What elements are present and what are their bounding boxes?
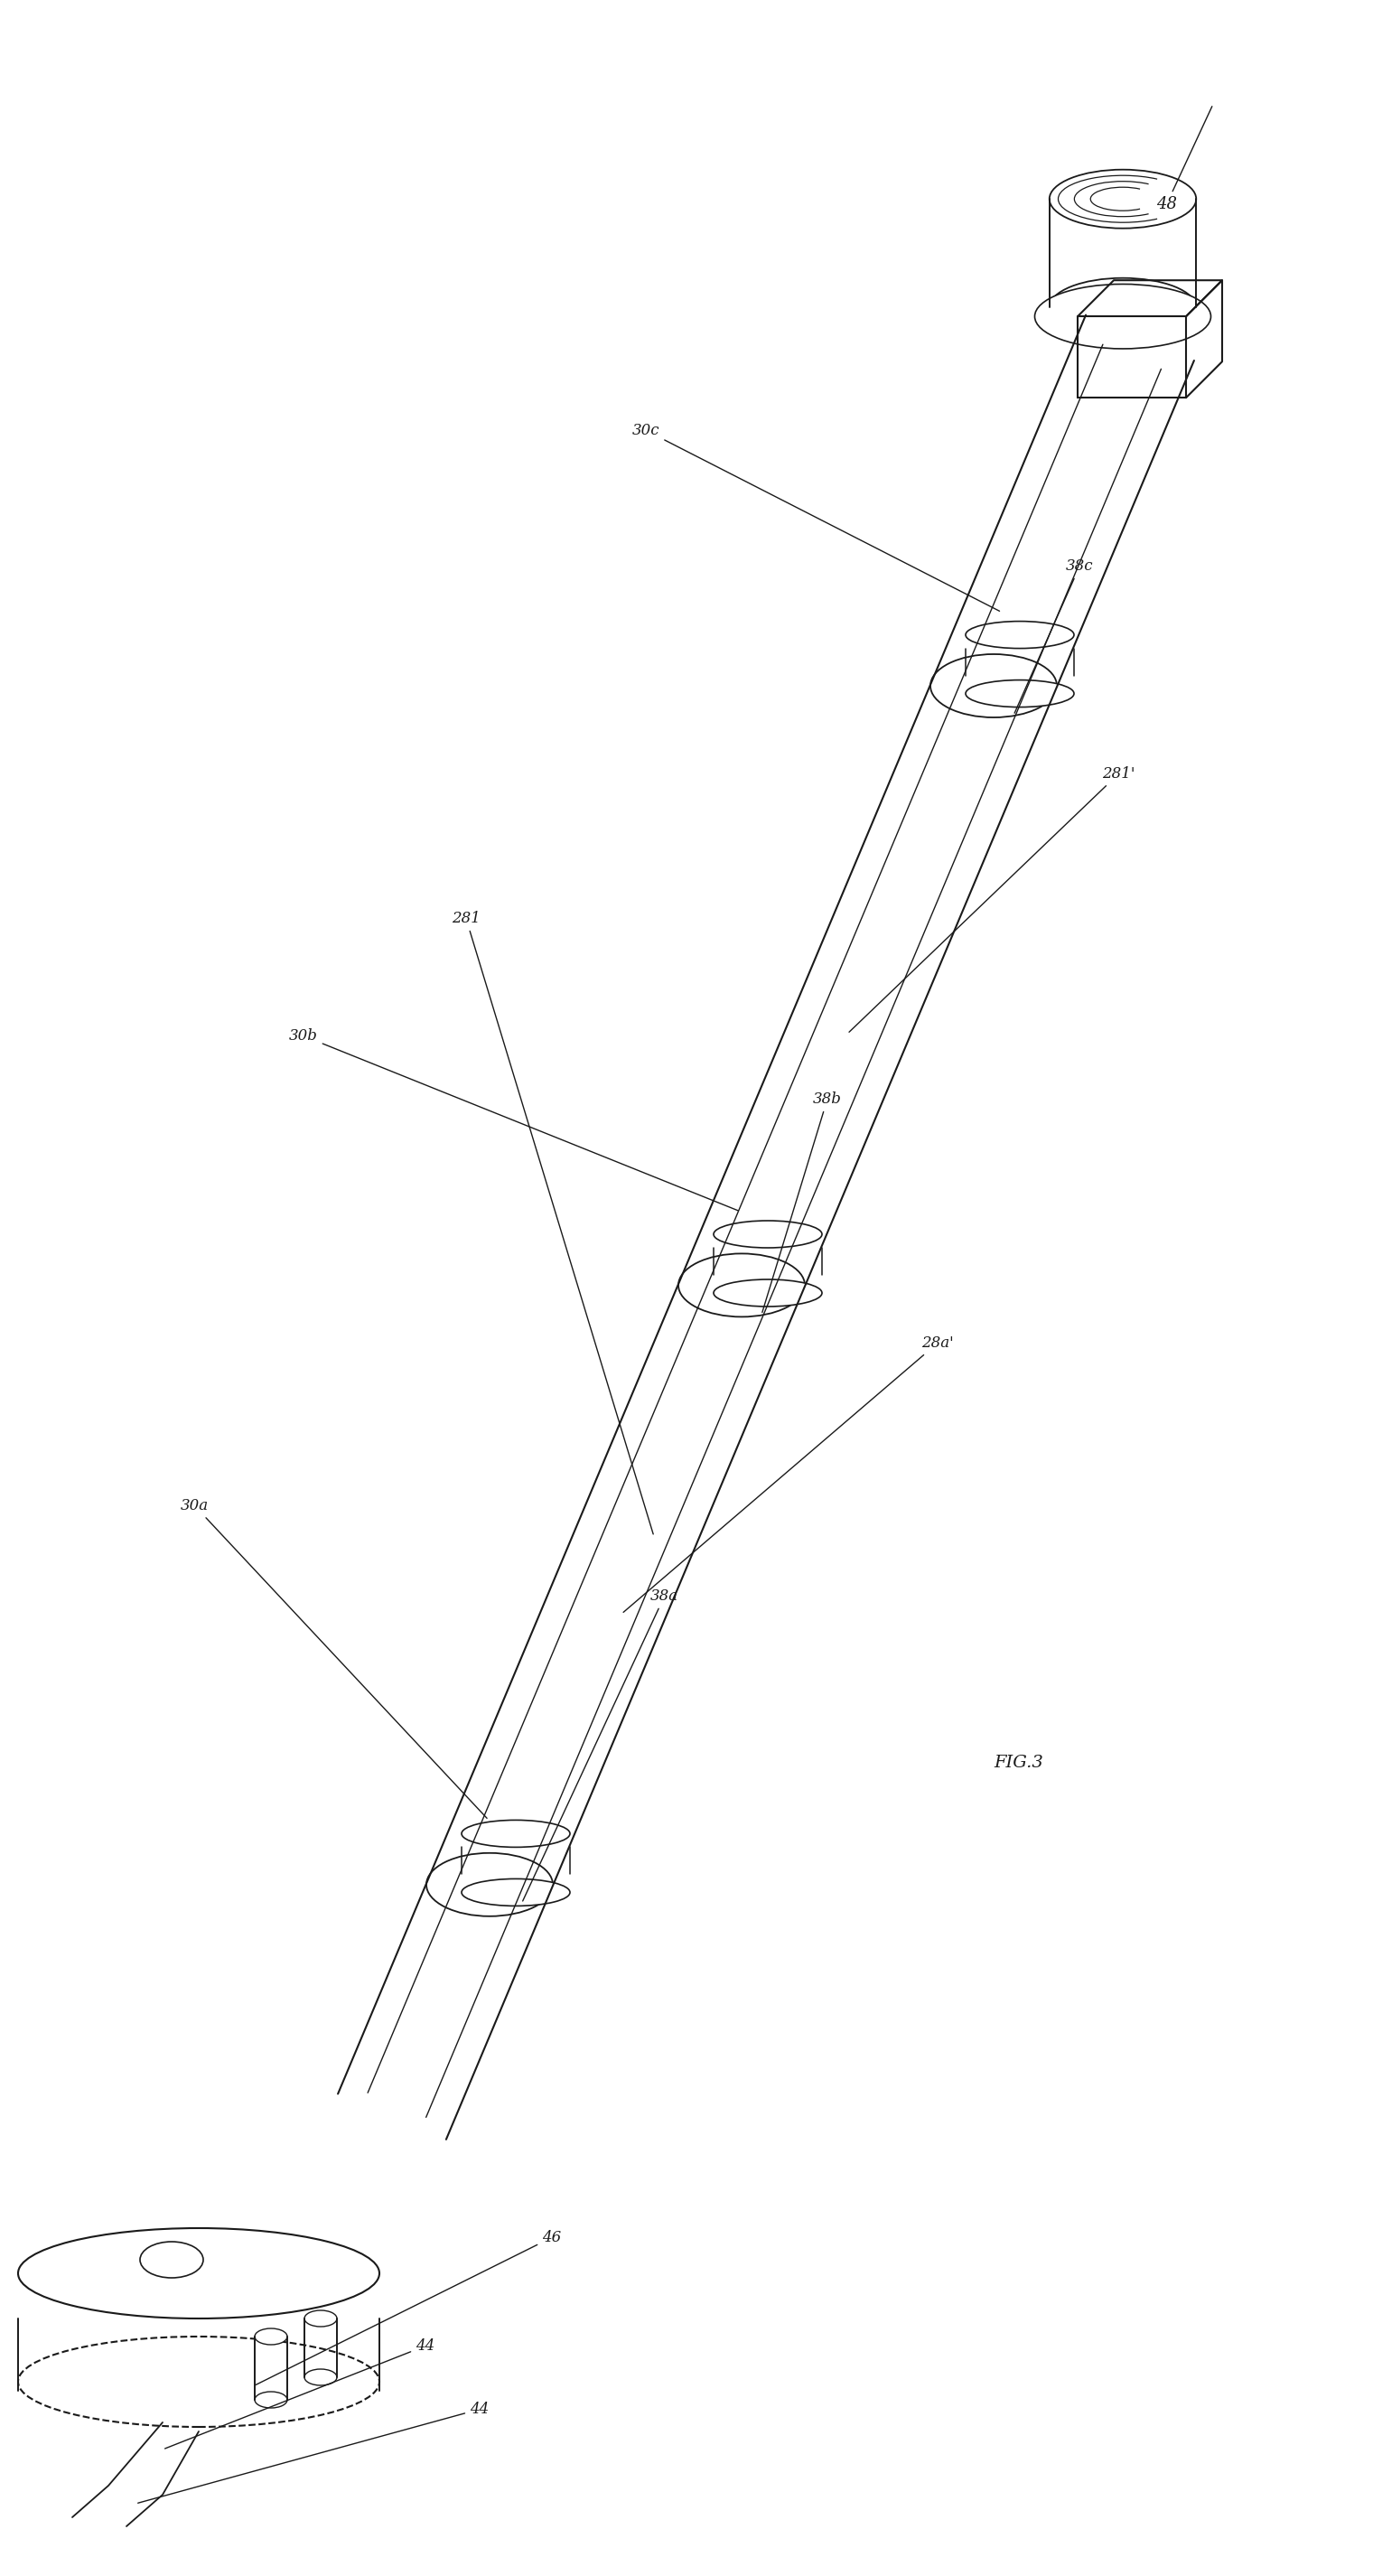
Ellipse shape	[427, 1852, 553, 1917]
Ellipse shape	[678, 1255, 805, 1316]
Text: 44: 44	[137, 2401, 489, 2504]
Ellipse shape	[965, 621, 1074, 649]
Text: 30b: 30b	[290, 1028, 739, 1211]
Text: 38a: 38a	[523, 1589, 678, 1901]
Text: 38c: 38c	[1015, 559, 1093, 714]
Ellipse shape	[714, 1280, 822, 1306]
Text: FIG.3: FIG.3	[994, 1754, 1043, 1770]
Ellipse shape	[714, 1221, 822, 1247]
Ellipse shape	[1049, 278, 1196, 337]
Text: 30c: 30c	[633, 422, 1000, 611]
Ellipse shape	[461, 1878, 570, 1906]
Text: 46: 46	[255, 2231, 562, 2385]
Ellipse shape	[305, 2370, 336, 2385]
Text: 48: 48	[1156, 106, 1212, 211]
Ellipse shape	[1035, 283, 1211, 348]
Ellipse shape	[931, 654, 1057, 716]
Text: 38b: 38b	[762, 1092, 842, 1311]
Text: 28a': 28a'	[623, 1334, 954, 1613]
Ellipse shape	[965, 680, 1074, 708]
Text: 30a: 30a	[181, 1499, 487, 1819]
Ellipse shape	[1049, 170, 1196, 229]
Text: 281': 281'	[849, 765, 1135, 1033]
Ellipse shape	[255, 2329, 287, 2344]
Ellipse shape	[305, 2311, 336, 2326]
Text: 44: 44	[165, 2339, 435, 2450]
Ellipse shape	[461, 1821, 570, 1847]
Text: 281: 281	[452, 912, 654, 1535]
Ellipse shape	[255, 2391, 287, 2409]
